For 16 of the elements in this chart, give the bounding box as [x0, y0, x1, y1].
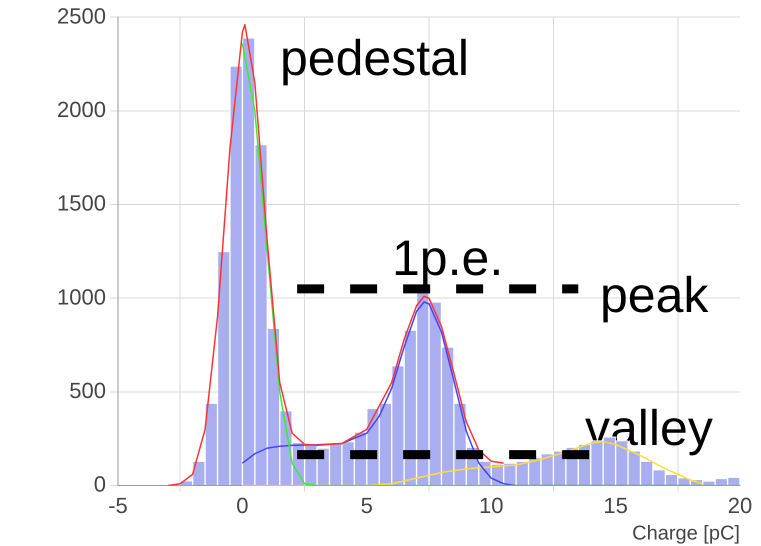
y-tick-label: 2500 — [57, 3, 106, 28]
annotation: 1p.e. — [392, 230, 504, 286]
x-tick-label: 10 — [478, 492, 504, 518]
x-tick-label: -5 — [108, 492, 128, 518]
x-tick-label: 5 — [360, 492, 373, 518]
y-tick-label: 2000 — [57, 96, 106, 122]
x-tick-label: 0 — [236, 492, 249, 518]
y-tick-label: 0 — [94, 472, 106, 497]
annotation: pedestal — [280, 30, 470, 86]
y-tick-label: 1500 — [57, 190, 106, 216]
x-tick-label: 15 — [603, 492, 628, 518]
x-axis-title: Charge [pC] — [632, 522, 740, 545]
y-tick-label: 1000 — [57, 284, 106, 310]
x-tick-label: 20 — [728, 492, 752, 518]
y-tick-label: 500 — [69, 378, 106, 403]
annotation: peak — [600, 267, 710, 323]
